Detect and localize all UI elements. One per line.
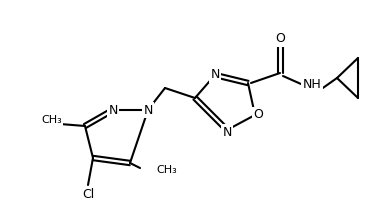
Text: N: N <box>108 103 118 116</box>
Text: O: O <box>253 109 263 122</box>
Text: O: O <box>275 32 285 46</box>
Text: N: N <box>210 69 220 82</box>
Text: CH₃: CH₃ <box>42 115 62 125</box>
Text: N: N <box>222 126 232 139</box>
Text: NH: NH <box>303 78 321 91</box>
Text: Cl: Cl <box>82 187 94 200</box>
Text: CH₃: CH₃ <box>156 165 177 175</box>
Text: N: N <box>143 103 153 116</box>
